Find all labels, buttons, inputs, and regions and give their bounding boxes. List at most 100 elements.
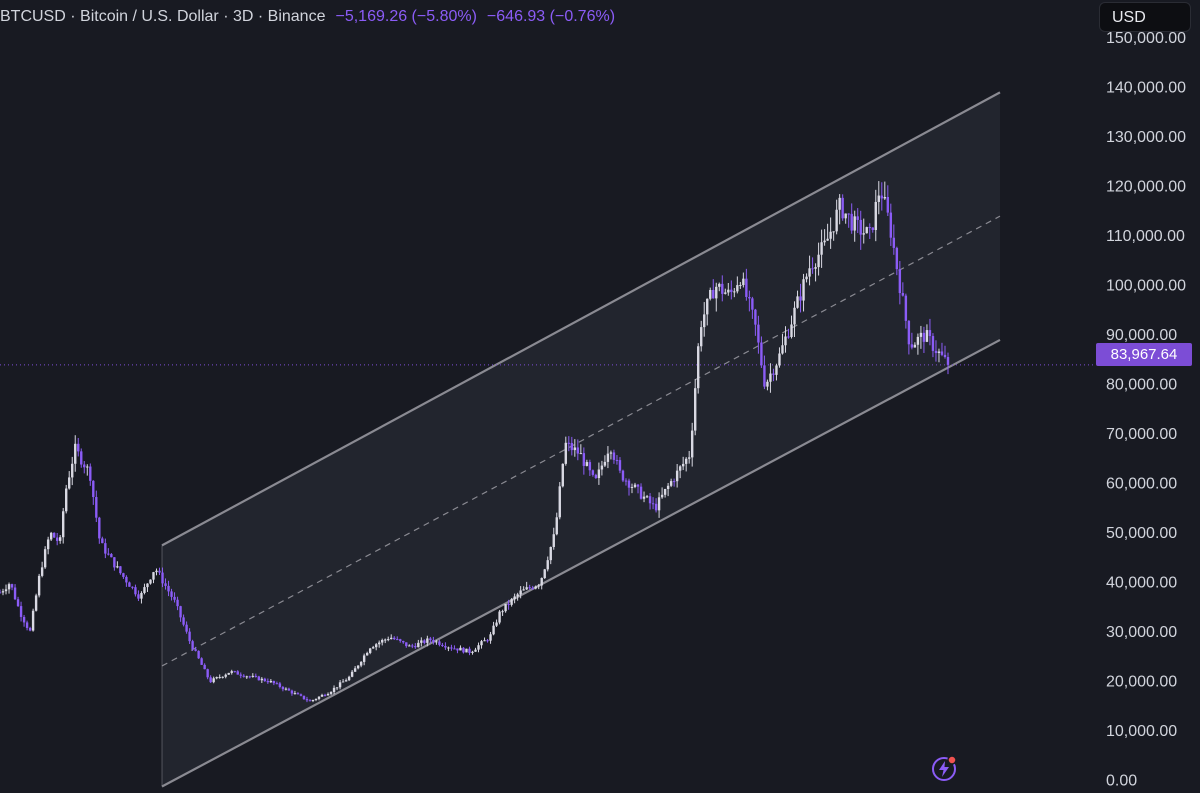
trend-channel[interactable]	[0, 91, 1096, 788]
price-axis[interactable]: 0.00 10,000.00 20,000.00 30,000.00 40,000.00…	[1106, 30, 1186, 790]
candle-body	[627, 480, 631, 488]
candle	[0, 589, 2, 594]
candle-body	[71, 463, 74, 478]
candle	[808, 255, 811, 286]
last-price-badge: 83,967.64	[1096, 343, 1192, 366]
candle-body	[522, 589, 525, 591]
channel-upper-line[interactable]	[161, 91, 1001, 547]
y-tick-label: 100,000.00	[1106, 277, 1186, 294]
lightning-bolt-icon[interactable]	[930, 755, 958, 783]
candle-body	[429, 638, 432, 641]
candle	[164, 578, 167, 590]
candle	[663, 488, 667, 498]
candle-body	[555, 517, 558, 535]
currency-button[interactable]: USD	[1099, 2, 1191, 32]
candle-body	[173, 596, 176, 600]
candle-body	[742, 278, 745, 286]
y-tick-label: 140,000.00	[1106, 79, 1186, 96]
candle	[447, 646, 450, 652]
candle-body	[302, 695, 306, 700]
candle	[546, 556, 549, 572]
candle	[895, 246, 899, 276]
candle-body	[847, 213, 850, 215]
candle	[573, 439, 577, 457]
candle	[77, 437, 80, 457]
candle	[80, 448, 83, 468]
candle	[612, 449, 616, 464]
candle-body	[40, 567, 44, 576]
channel-lower-line[interactable]	[161, 338, 1001, 788]
candle	[847, 213, 850, 228]
candle	[362, 653, 366, 666]
candle-body	[814, 267, 817, 269]
candle	[940, 342, 944, 357]
candle	[432, 636, 435, 645]
candle	[74, 435, 77, 472]
candle-body	[874, 201, 877, 231]
candle-body	[49, 532, 53, 540]
candle	[188, 628, 191, 644]
candle-body	[116, 566, 119, 568]
candle-body	[546, 560, 549, 570]
candle	[492, 621, 495, 636]
candle-body	[880, 195, 883, 199]
candle	[718, 282, 721, 292]
candle-body	[4, 589, 8, 592]
candle	[543, 568, 546, 579]
candle	[290, 689, 294, 696]
candle-body	[859, 219, 862, 235]
candle	[263, 677, 267, 682]
candle-body	[666, 485, 670, 490]
candle	[597, 462, 601, 485]
candle-body	[320, 694, 324, 697]
candle-body	[639, 486, 643, 499]
candle-body	[215, 677, 218, 679]
candle	[745, 268, 748, 301]
candle-body	[597, 469, 601, 479]
candle	[817, 242, 820, 276]
candle-body	[19, 606, 23, 617]
candle	[98, 516, 101, 544]
candle-body	[663, 489, 667, 495]
y-tick-label: 120,000.00	[1106, 178, 1186, 195]
candle	[856, 208, 859, 233]
candle	[660, 487, 664, 499]
candle-body	[239, 674, 242, 676]
candle-body	[149, 579, 152, 584]
candle	[645, 494, 649, 499]
y-tick-label: 150,000.00	[1106, 30, 1186, 47]
candle	[281, 685, 285, 692]
candle	[462, 647, 465, 654]
candle-body	[895, 247, 899, 270]
symbol-info[interactable]: BTCUSD · Bitcoin / U.S. Dollar · 3D · Bi…	[0, 8, 325, 26]
candle-body	[669, 481, 673, 486]
candle-body	[402, 640, 405, 643]
candle	[209, 675, 212, 683]
candle-body	[188, 631, 191, 642]
candle-body	[143, 587, 146, 593]
candle	[52, 532, 56, 538]
candle-body	[940, 351, 944, 355]
candle-body	[600, 465, 604, 470]
channel-midline[interactable]	[161, 215, 1001, 667]
candle-body	[131, 586, 134, 588]
candle	[381, 638, 384, 646]
interval-label: 3D	[232, 8, 254, 25]
candle	[721, 275, 724, 302]
y-tick-label: 10,000.00	[1106, 723, 1177, 740]
candle-body	[501, 611, 504, 613]
candle	[838, 194, 841, 225]
candle	[724, 288, 727, 295]
candle	[555, 512, 558, 536]
candle	[173, 592, 176, 603]
candle-body	[314, 698, 318, 700]
candle-body	[447, 647, 450, 649]
candle	[579, 444, 583, 455]
candle-body	[7, 584, 11, 590]
candle-body	[338, 682, 342, 688]
candle	[480, 639, 483, 649]
candle	[892, 224, 896, 255]
candle	[89, 463, 92, 486]
